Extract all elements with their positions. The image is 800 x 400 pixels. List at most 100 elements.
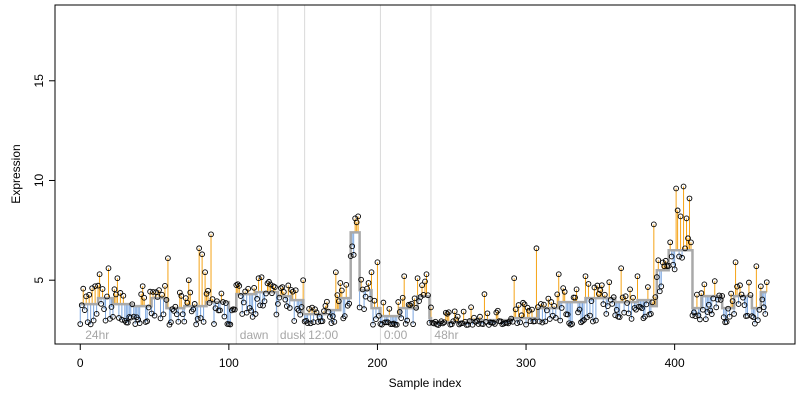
data-point [127,314,134,321]
data-point [584,314,590,321]
data-point [442,309,449,316]
data-point [401,273,408,280]
data-point [506,318,513,325]
data-point [512,306,519,313]
data-point [104,293,110,300]
data-point [341,313,348,319]
data-point [548,299,555,305]
data-point [460,308,467,315]
data-point [266,278,272,285]
data-point [627,286,633,293]
data-point [697,316,703,323]
data-point [481,291,488,297]
data-point [566,320,572,327]
data-point [114,275,121,282]
data-point [444,310,451,317]
x-tick-label: 400 [665,356,685,370]
data-point [728,290,734,297]
data-point [411,295,418,302]
data-point [240,299,247,306]
data-point [726,313,733,320]
data-point [683,215,690,222]
data-point [633,306,639,313]
data-point [445,309,452,316]
data-point [324,298,330,305]
data-point [746,279,752,286]
data-point [711,278,718,284]
data-point [205,287,211,294]
data-point [643,301,650,308]
data-point [585,281,592,287]
data-point [78,302,85,309]
data-point [218,290,225,297]
data-point [124,319,131,326]
data-point [658,283,665,290]
data-point [168,319,174,326]
data-point [349,243,356,250]
data-point [280,289,287,295]
data-point [255,275,262,282]
data-point [692,313,699,319]
data-point [362,293,369,300]
data-point [77,321,84,327]
data-point [653,274,660,280]
data-point [335,298,342,305]
data-point [588,298,595,305]
data-point [606,279,613,286]
data-point [197,315,204,321]
data-point [466,318,473,325]
data-point [193,321,200,328]
data-point [101,306,107,312]
data-point [179,311,186,318]
data-point [307,320,314,327]
data-point [603,311,610,317]
data-point [254,296,260,302]
data-point [543,307,550,314]
data-point [760,304,767,311]
data-point [90,317,97,324]
data-point [386,305,393,312]
y-tick-label: 15 [32,74,46,88]
data-point [453,316,460,323]
data-point [144,318,150,325]
y-tick-label: 10 [32,173,46,187]
data-point [245,285,252,292]
data-point [737,282,743,289]
data-point [514,320,520,326]
data-point [396,309,403,315]
data-point [332,269,339,276]
data-point [619,294,626,301]
data-point [520,299,526,306]
data-point [159,291,165,298]
data-point [423,271,430,278]
x-tick-label: 0 [77,356,84,370]
annotation-label: dusk [280,328,306,342]
data-point [116,315,122,321]
data-point [521,301,528,308]
data-point [573,286,580,293]
data-point [407,302,413,308]
data-point [740,294,746,301]
data-point [545,295,552,302]
data-point [649,299,656,306]
data-point [410,321,416,328]
data-point [732,259,739,266]
data-point [278,285,284,292]
data-point [237,293,244,299]
data-point [370,321,376,328]
data-point [368,269,375,276]
data-point [474,318,480,324]
data-point [593,317,599,324]
data-point [273,311,280,318]
annotation-label: 48hr [434,328,458,342]
data-point [546,316,553,322]
data-point [292,287,299,294]
data-point [337,280,344,286]
data-point [190,306,197,313]
data-point [535,304,541,310]
data-point [576,306,583,313]
data-point [80,285,87,292]
data-point [738,291,745,298]
data-point [286,305,293,311]
data-point [624,300,630,306]
